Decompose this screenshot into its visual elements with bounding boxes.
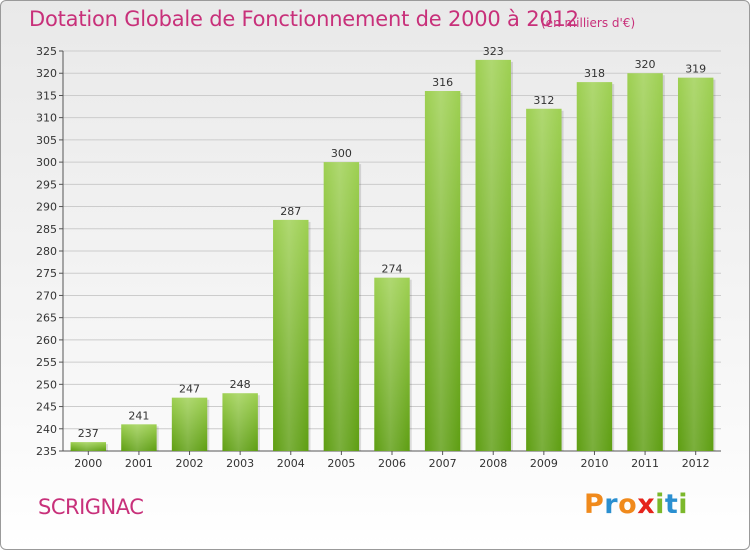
labels: 235 240 245 250 255 260 265 270 275 280 285 290 295 3… [36,45,710,470]
x-tick-label: 2007 [429,457,457,470]
y-tick-label: 305 [36,134,57,147]
y-tick-label: 285 [36,223,57,236]
x-tick-label: 2006 [378,457,406,470]
logo-letter: t [664,489,679,520]
x-tick-label: 2000 [74,457,102,470]
y-tick-label: 320 [36,67,57,80]
value-label: 248 [230,378,251,391]
y-tick-label: 250 [36,378,57,391]
x-tick-label: 2012 [682,457,710,470]
bar-highlight [576,82,613,451]
y-tick-label: 245 [36,401,57,414]
logo-letter: P [584,489,605,520]
value-label: 316 [432,76,453,89]
x-tick-label: 2010 [580,457,608,470]
bar-highlight [171,397,208,451]
y-tick-label: 325 [36,45,57,58]
chart-unit: (en milliers d'€) [541,16,636,30]
bar-highlight [677,77,714,452]
bar-highlight [374,277,410,451]
y-tick-label: 270 [36,289,57,302]
bar-highlight [475,59,511,452]
bar-highlight [273,219,309,451]
bar-highlight [222,393,258,451]
y-tick-label: 260 [36,334,57,347]
x-tick-label: 2002 [176,457,204,470]
x-tick-label: 2011 [631,457,659,470]
bars [70,59,716,452]
commune-name: SCRIGNAC [38,495,144,519]
y-tick-label: 300 [36,156,57,169]
value-label: 237 [78,427,99,440]
value-label: 247 [179,383,200,396]
value-label: 312 [533,94,554,107]
logo-letter: i [678,489,689,520]
logo-letter: i [655,489,665,520]
value-label: 300 [331,147,352,160]
chart-title: Dotation Globale de Fonctionnement de 20… [29,7,579,31]
logo-letter: o [618,489,638,520]
value-label: 323 [483,45,504,58]
y-tick-label: 265 [36,312,57,325]
x-tick-label: 2005 [327,457,355,470]
y-tick-label: 290 [36,201,57,214]
bar-highlight [121,424,157,451]
x-tick-label: 2001 [125,457,153,470]
y-tick-label: 295 [36,178,57,191]
bar-highlight [70,442,107,451]
value-label: 318 [584,67,605,80]
bar-highlight [424,91,461,451]
value-label: 274 [382,263,403,276]
y-tick-label: 235 [36,445,57,458]
y-tick-label: 255 [36,356,57,369]
y-tick-label: 315 [36,89,57,102]
x-tick-label: 2004 [277,457,305,470]
logo-letter: r [604,489,619,520]
y-tick-label: 310 [36,112,57,125]
bar-highlight [323,162,360,451]
logo-letter: x [637,489,656,520]
y-tick-label: 240 [36,423,57,436]
x-tick-label: 2009 [530,457,558,470]
value-label: 241 [128,409,149,422]
value-label: 320 [635,58,656,71]
x-tick-label: 2008 [479,457,507,470]
proxiti-logo[interactable]: Proxiti [584,489,688,520]
x-tick-label: 2003 [226,457,254,470]
bar-highlight [627,73,663,451]
value-label: 319 [685,63,706,76]
value-label: 287 [280,205,301,218]
y-tick-label: 275 [36,267,57,280]
y-tick-label: 280 [36,245,57,258]
bar-highlight [526,108,562,452]
